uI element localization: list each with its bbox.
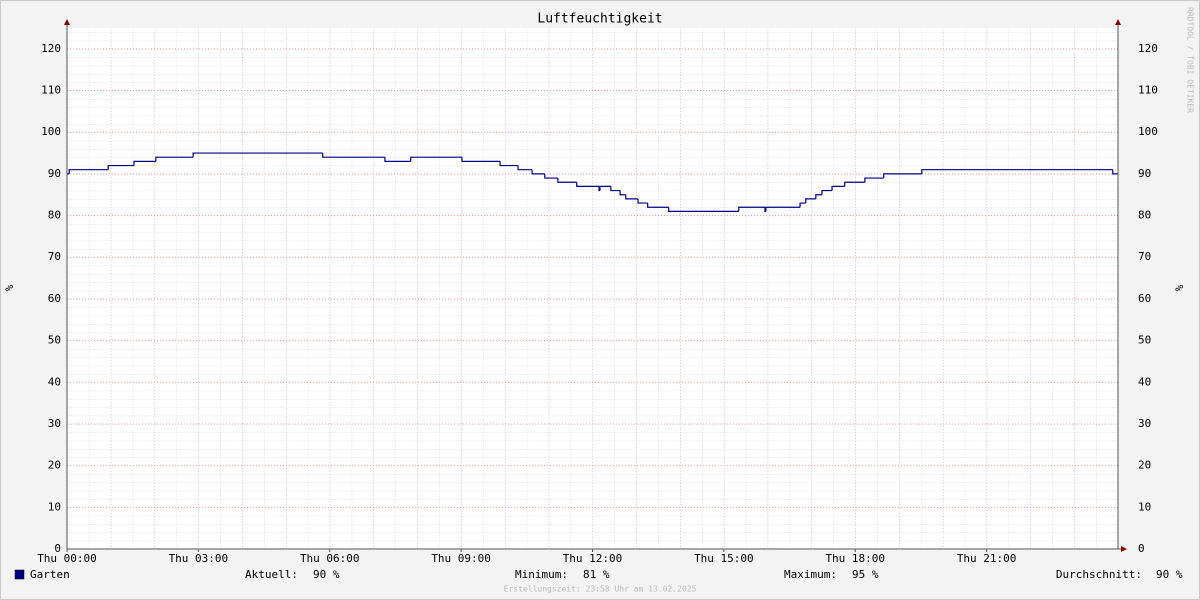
line-step xyxy=(610,186,621,192)
y-tick-label: 100 xyxy=(41,125,61,138)
line-step xyxy=(384,157,411,162)
y-tick-label: 0 xyxy=(54,542,61,555)
line-step xyxy=(921,169,1113,174)
line-step xyxy=(831,185,845,191)
x-tick-label: Thu 15:00 xyxy=(694,552,754,565)
axis-arrow xyxy=(64,19,70,25)
footer: Erstellungszeit: 23:58 Uhr am 13.02.2025 xyxy=(504,585,697,594)
x-tick-label: Thu 06:00 xyxy=(300,552,360,565)
y2-tick-label: 100 xyxy=(1138,125,1158,138)
line-step xyxy=(107,164,135,170)
x-tick-label: Thu 21:00 xyxy=(957,552,1017,565)
legend-swatch xyxy=(14,569,25,580)
y2-tick-label: 30 xyxy=(1138,417,1151,430)
line-step xyxy=(799,202,806,208)
line-step xyxy=(155,156,194,162)
y-tick-label: 80 xyxy=(48,209,61,222)
y-tick-label: 50 xyxy=(48,334,61,347)
y-tick-label: 30 xyxy=(48,417,61,430)
line-step xyxy=(668,207,739,212)
y2-tick-label: 0 xyxy=(1138,542,1145,555)
y2-tick-label: 80 xyxy=(1138,209,1151,222)
line-step xyxy=(815,194,822,199)
line-step xyxy=(625,194,639,200)
y-tick-label: 70 xyxy=(48,250,61,263)
y-tick-label: 120 xyxy=(41,42,61,55)
axis-arrow xyxy=(1115,19,1121,25)
line-step xyxy=(499,161,519,167)
stat-label: Aktuell: xyxy=(245,568,298,581)
y-tick-label: 40 xyxy=(48,375,61,388)
line-step xyxy=(637,198,648,204)
y-label: % xyxy=(3,284,16,291)
line-step xyxy=(821,189,833,195)
x-tick-label: Thu 00:00 xyxy=(37,552,97,565)
y2-tick-label: 90 xyxy=(1138,167,1151,180)
line-step xyxy=(68,169,109,174)
line-step xyxy=(517,165,533,171)
y2-tick-label: 120 xyxy=(1138,42,1158,55)
line-step xyxy=(864,177,884,183)
stat-value: 90 % xyxy=(313,568,340,581)
line-step xyxy=(844,181,865,187)
legend-label: Garten xyxy=(30,568,70,581)
x-tick-label: Thu 03:00 xyxy=(169,552,229,565)
y-tick-label: 60 xyxy=(48,292,61,305)
line-step xyxy=(647,203,669,208)
x-tick-label: Thu 18:00 xyxy=(825,552,885,565)
x-tick-label: Thu 12:00 xyxy=(563,552,623,565)
line-step xyxy=(133,160,156,166)
line-step xyxy=(1112,169,1118,175)
line-step xyxy=(531,169,545,175)
y-tick-label: 110 xyxy=(41,84,61,97)
x-tick-label: Thu 09:00 xyxy=(431,552,491,565)
line-step xyxy=(883,173,922,179)
watermark: RRDTOOL / TOBI OETIKER xyxy=(1186,7,1195,113)
chart-title: Luftfeuchtigkeit xyxy=(537,12,662,27)
y-tick-label: 90 xyxy=(48,167,61,180)
series-line xyxy=(67,152,1118,212)
stat-value: 81 % xyxy=(583,568,610,581)
stat-label: Minimum: xyxy=(515,568,568,581)
line-step xyxy=(765,206,801,212)
y2-tick-label: 60 xyxy=(1138,292,1151,305)
y2-tick-label: 110 xyxy=(1138,84,1158,97)
legend-stats: Aktuell: 90 % Minimum: 81 % Maximum: 95 % Durc… xyxy=(245,568,1183,581)
y2-tick-label: 40 xyxy=(1138,375,1151,388)
line-step xyxy=(322,153,385,158)
y2-tick-label: 70 xyxy=(1138,250,1151,263)
stat-value: 95 % xyxy=(852,568,879,581)
line-step xyxy=(544,173,558,179)
line-step xyxy=(619,190,626,196)
line-step xyxy=(738,206,766,212)
axis-arrow xyxy=(1121,546,1127,552)
y2-label: % xyxy=(1173,284,1186,291)
y-tick-label: 10 xyxy=(48,500,61,513)
line-step xyxy=(576,182,600,187)
y2-tick-label: 10 xyxy=(1138,500,1151,513)
y2-tick-label: 50 xyxy=(1138,334,1151,347)
y2-tick-label: 20 xyxy=(1138,459,1151,472)
stat-label: Maximum: xyxy=(784,568,837,581)
line-step xyxy=(461,157,501,162)
line-step xyxy=(557,178,577,183)
stat-label: Durchschnitt: xyxy=(1056,568,1142,581)
line-step xyxy=(805,198,816,204)
line-step xyxy=(599,185,611,191)
line-step xyxy=(192,152,323,158)
grid: 0 0 10 10 20 20 30 30 40 40 50 50 60 60 70 70 80 80 90 90 10… xyxy=(37,42,1158,565)
stat-value: 90 % xyxy=(1156,568,1183,581)
hour-grid xyxy=(67,28,1118,549)
y-tick-label: 20 xyxy=(48,459,61,472)
line-step xyxy=(410,156,463,162)
